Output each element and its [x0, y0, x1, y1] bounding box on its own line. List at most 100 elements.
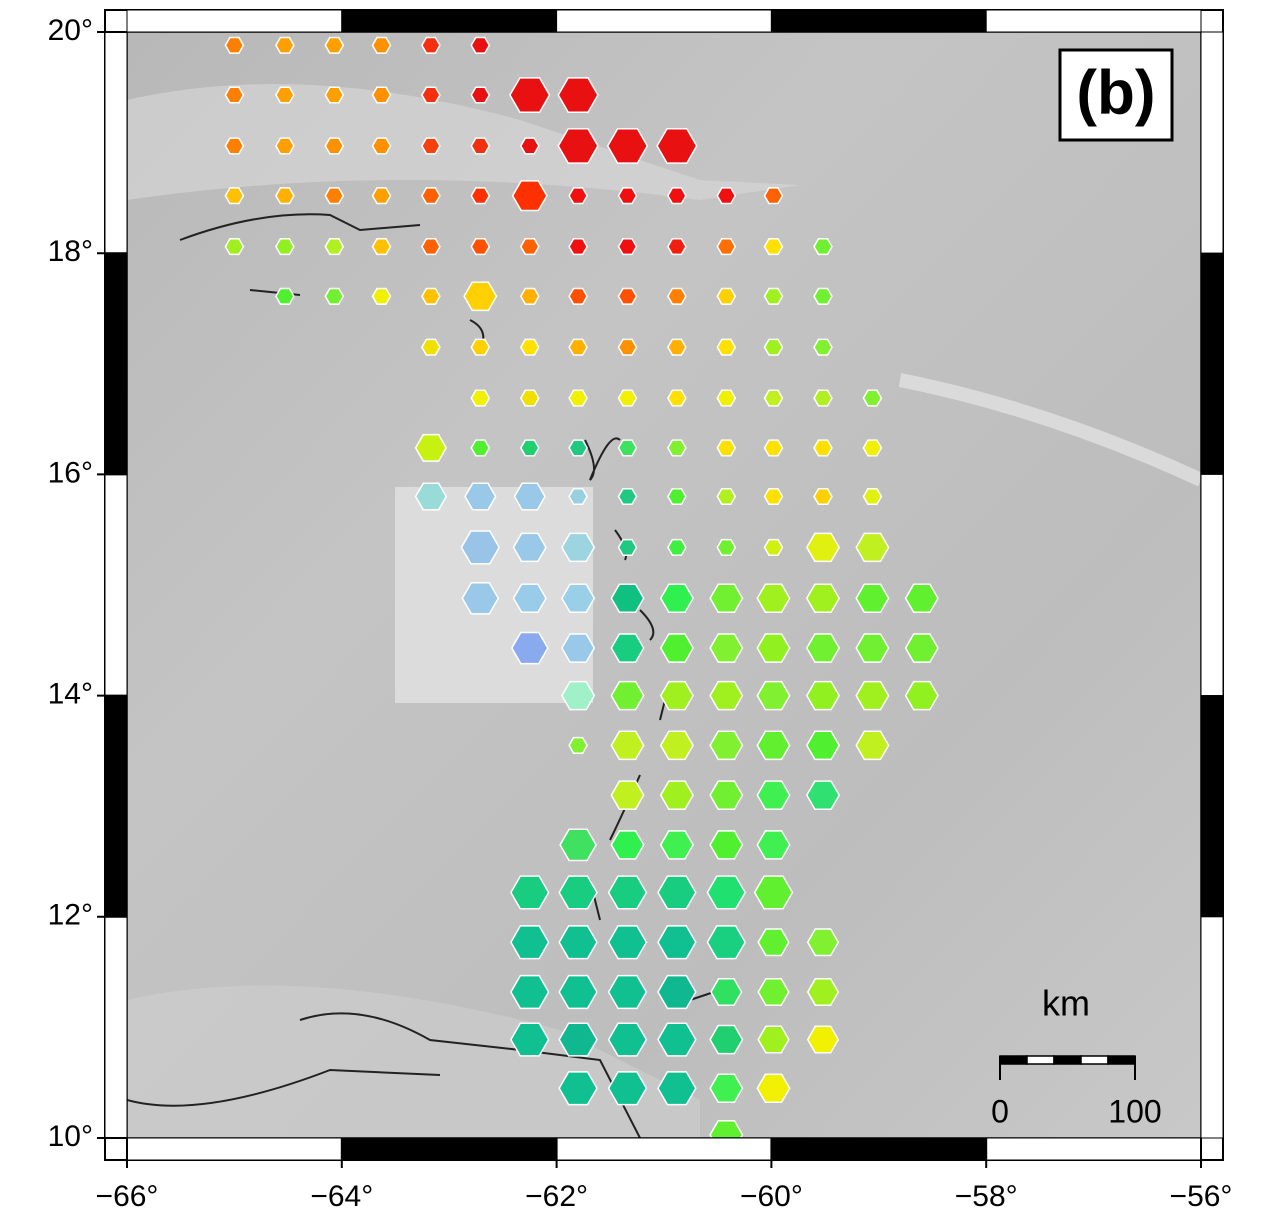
hexagon-marker — [814, 289, 832, 305]
hexagon-marker — [471, 339, 489, 355]
hexagon-marker — [710, 1026, 742, 1054]
hexagon-marker — [619, 289, 637, 305]
hexagon-marker — [717, 339, 735, 355]
frame-band — [105, 32, 127, 253]
frame-band — [105, 917, 127, 1138]
hexagon-marker — [710, 634, 742, 662]
map-figure: −66°−64°−62°−60°−58°−56°20°18°16°14°12°1… — [0, 0, 1264, 1219]
hexagon-marker — [814, 390, 832, 406]
frame-band — [105, 696, 127, 917]
frame-band — [986, 10, 1201, 32]
scale-segment — [1000, 1056, 1027, 1064]
hexagon-marker — [422, 188, 440, 204]
hexagon-marker — [717, 540, 735, 556]
hexagon-marker — [906, 584, 938, 612]
hexagon-marker — [757, 781, 789, 809]
hexagon-marker — [225, 38, 243, 54]
y-tick-label: 14° — [48, 678, 93, 711]
hexagon-marker — [765, 540, 783, 556]
frame-band — [771, 10, 986, 32]
hexagon-marker — [758, 929, 789, 956]
y-tick-label: 18° — [48, 235, 93, 268]
hexagon-marker — [276, 138, 294, 154]
hexagon-marker — [521, 339, 539, 355]
hexagon-marker — [471, 188, 489, 204]
hexagon-marker — [562, 634, 594, 662]
hexagon-marker — [757, 584, 789, 612]
scale-label: 100 — [1108, 1093, 1161, 1129]
hexagon-marker — [373, 289, 391, 305]
hexagon-marker — [373, 239, 391, 255]
hexagon-marker — [276, 87, 294, 103]
hexagon-marker — [863, 489, 881, 505]
hexagon-marker — [765, 390, 783, 406]
hexagon-marker — [276, 239, 294, 255]
hexagon-marker — [619, 440, 637, 456]
hexagon-marker — [422, 239, 440, 255]
hexagon-marker — [521, 289, 539, 305]
hexagon-marker — [471, 390, 489, 406]
hexagon-marker — [661, 781, 693, 809]
hexagon-marker — [710, 1074, 742, 1102]
hexagon-marker — [814, 339, 832, 355]
y-tick-label: 20° — [48, 14, 93, 47]
y-tick-label: 12° — [48, 899, 93, 932]
hexagon-marker — [710, 781, 742, 809]
hexagon-marker — [807, 731, 839, 759]
hexagon-marker — [562, 533, 594, 561]
x-tick-label: −62° — [525, 1180, 588, 1213]
hexagon-marker — [856, 584, 888, 612]
hexagon-marker — [710, 731, 742, 759]
frame-band — [1201, 696, 1223, 917]
hexagon-marker — [717, 239, 735, 255]
hexagon-marker — [619, 390, 637, 406]
hexagon-marker — [765, 339, 783, 355]
hexagon-marker — [325, 239, 343, 255]
hexagon-marker — [521, 239, 539, 255]
hexagon-marker — [856, 682, 888, 710]
hexagon-marker — [717, 390, 735, 406]
panel-label: (b) — [1076, 58, 1155, 127]
hexagon-marker — [373, 188, 391, 204]
hexagon-marker — [765, 289, 783, 305]
hexagon-marker — [765, 440, 783, 456]
hexagon-marker — [710, 831, 742, 859]
hexagon-marker — [717, 489, 735, 505]
frame-band — [342, 1138, 557, 1160]
hexagon-marker — [325, 87, 343, 103]
hexagon-marker — [863, 390, 881, 406]
hexagon-marker — [717, 440, 735, 456]
frame-band — [557, 1138, 772, 1160]
hexagon-marker — [661, 634, 693, 662]
hexagon-marker — [465, 483, 496, 510]
hexagon-marker — [668, 239, 686, 255]
hexagon-marker — [863, 440, 881, 456]
hexagon-marker — [765, 239, 783, 255]
hexagon-marker — [757, 634, 789, 662]
hexagon-marker — [807, 781, 839, 809]
hexagon-marker — [225, 188, 243, 204]
hexagon-marker — [569, 188, 587, 204]
hexagon-marker — [710, 682, 742, 710]
hexagon-marker — [325, 289, 343, 305]
hexagon-marker — [611, 584, 643, 612]
frame-band — [986, 1138, 1201, 1160]
hexagon-marker — [906, 682, 938, 710]
hexagon-marker — [225, 138, 243, 154]
hexagon-marker — [569, 440, 587, 456]
hexagon-marker — [373, 87, 391, 103]
hexagon-marker — [514, 533, 547, 561]
x-tick-label: −56° — [1170, 1180, 1233, 1213]
hexagon-marker — [569, 289, 587, 305]
frame-band — [1201, 917, 1223, 1138]
hexagon-marker — [757, 682, 789, 710]
hexagon-marker — [668, 540, 686, 556]
hexagon-marker — [661, 682, 693, 710]
hexagon-marker — [611, 682, 643, 710]
hexagon-marker — [325, 138, 343, 154]
hexagon-marker — [814, 440, 832, 456]
hexagon-marker — [611, 634, 643, 662]
hexagon-marker — [717, 188, 735, 204]
hexagon-marker — [416, 435, 447, 462]
hexagon-marker — [856, 731, 888, 759]
